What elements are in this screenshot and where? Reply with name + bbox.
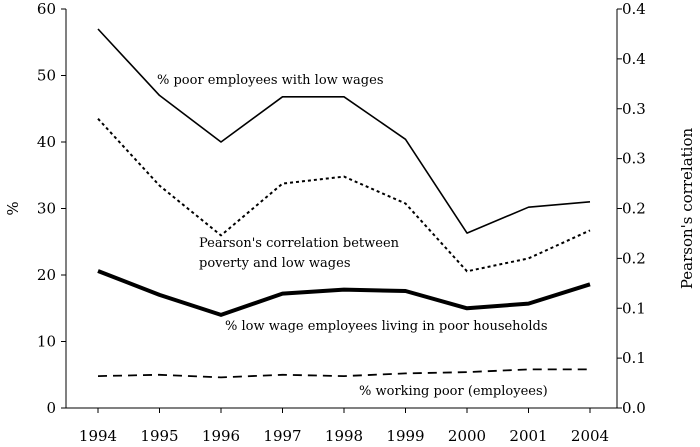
x-tick-label: 1996 [202,427,240,445]
y-left-tick-label: 60 [37,0,56,18]
series-line-working_poor [97,368,590,379]
axes: 0 10 20 30 40 50 60 0.0 0.1 0.1 0.2 0.2 0.3 0.3 0.4 0.4… [37,0,646,445]
x-tick-label: 1999 [386,427,424,445]
y-left-tick-label: 50 [37,67,56,85]
y-right-tick-label: 0.0 [622,399,646,417]
y-left-tick-label: 20 [37,266,56,284]
series-line-low_wage_poor_households [97,269,591,317]
annotation-pearson: poverty and low wages [199,256,351,271]
y-axis-left-title: % [4,201,22,215]
y-right-tick-label: 0.2 [622,249,646,267]
y-right-tick-label: 0.3 [622,100,646,118]
series-line-pearson [97,118,591,273]
x-tick-label: 1998 [325,427,363,445]
y-axis-right-title: Pearson's correlation [678,128,696,290]
annotation-poor_low_wages: % poor employees with low wages [157,73,384,88]
annotation-pearson: Pearson's correlation between [199,236,400,251]
x-tick-label: 1995 [140,427,178,445]
y-right-tick-label: 0.3 [622,150,646,168]
y-left-tick-label: 0 [46,399,56,417]
y-right-tick-label: 0.1 [622,349,646,367]
x-tick-label: 1994 [79,427,117,445]
annotation-low_wage_poor_households: % low wage employees living in poor hous… [225,319,548,334]
y-left-tick-label: 30 [37,200,56,218]
y-left-tick-label: 40 [37,133,56,151]
series-line-poor_low_wages [97,28,591,234]
x-tick-label: 2001 [509,427,547,445]
annotation-working_poor: % working poor (employees) [359,384,548,399]
y-left-tick-label: 10 [37,333,56,351]
x-tick-label: 2000 [448,427,486,445]
y-right-tick-label: 0.4 [622,50,646,68]
y-right-tick-label: 0.2 [622,200,646,218]
y-right-tick-label: 0.4 [622,0,646,18]
series-lines [97,28,591,379]
x-tick-label: 2004 [571,427,609,445]
x-tick-label: 1997 [263,427,301,445]
annotations: % poor employees with low wages Pearson's… [157,73,548,399]
y-right-tick-label: 0.1 [622,299,646,317]
